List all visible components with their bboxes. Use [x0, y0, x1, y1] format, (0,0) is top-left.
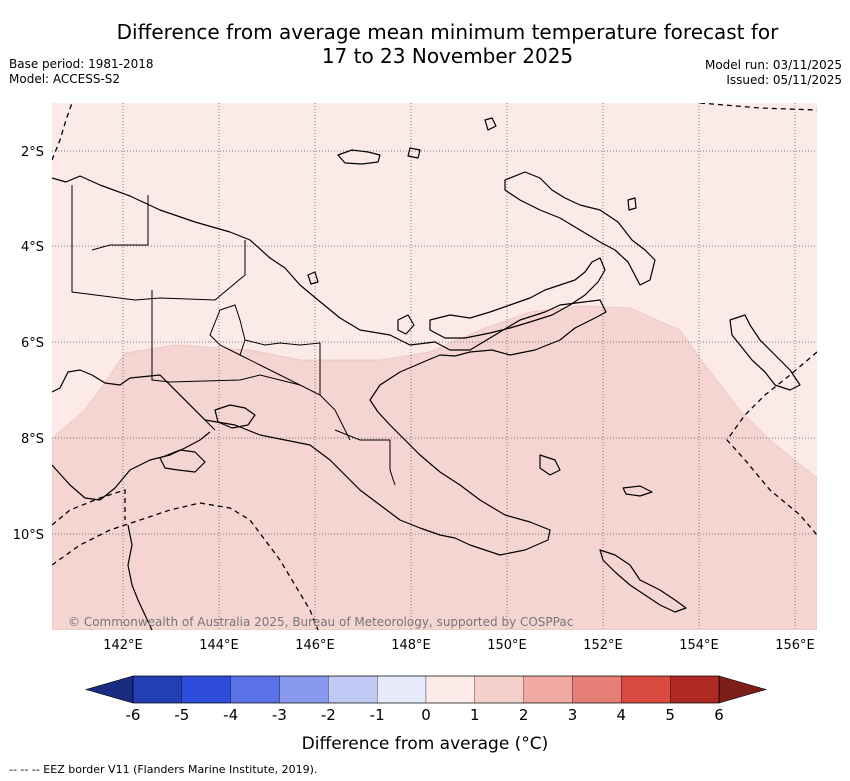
colorbar-tick-label: -1	[370, 706, 385, 724]
copyright-notice: © Commonwealth of Australia 2025, Bureau…	[68, 615, 573, 629]
colorbar-tick-label: 0	[421, 706, 431, 724]
morobe-border	[334, 429, 396, 486]
latitude-label: 10°S	[13, 528, 44, 543]
western-province-border	[169, 384, 216, 431]
colorbar-bin	[230, 675, 280, 704]
colorbar-tick-label: -2	[321, 706, 336, 724]
colorbar-bin	[181, 675, 231, 704]
issued-date: Issued: 05/11/2025	[726, 73, 842, 87]
latitude-label: 8°S	[21, 432, 44, 447]
woodlark-island	[622, 485, 653, 497]
new-britain	[504, 171, 656, 286]
eez-north-west	[52, 103, 73, 161]
longitude-label: 152°E	[583, 638, 623, 653]
new-ireland	[429, 257, 606, 339]
torres-strait-coast	[159, 449, 206, 473]
latitude-label: 4°S	[21, 240, 44, 255]
bougainville	[729, 314, 801, 391]
colorbar-label: Difference from average (°C)	[302, 734, 549, 754]
colorbar-tick-label: -4	[223, 706, 238, 724]
colorbar-bin	[328, 675, 378, 704]
eez-east	[726, 351, 817, 536]
colorbar-bin	[132, 675, 182, 704]
title-line-2: 17 to 23 November 2025	[321, 44, 574, 68]
colorbar-tick-label: -6	[126, 706, 141, 724]
model-name: Model: ACCESS-S2	[9, 72, 121, 86]
eez-south	[52, 502, 319, 630]
meta-right: Model run: 03/11/2025 Issued: 05/11/2025	[705, 58, 842, 88]
cape-york	[127, 524, 153, 630]
colorbar-bin	[425, 675, 475, 704]
eez-legend: -- -- -- EEZ border V11 (Flanders Marine…	[9, 763, 318, 776]
colorbar-bin	[670, 675, 720, 704]
longitude-label: 144°E	[199, 638, 239, 653]
colorbar-under-extension	[84, 675, 134, 704]
manus-island	[337, 149, 381, 165]
karkar-island	[307, 271, 319, 285]
lihir-island	[627, 197, 637, 211]
colorbar-tick-label: 2	[519, 706, 529, 724]
longitude-label: 154°E	[679, 638, 719, 653]
colorbar-tick-label: 6	[714, 706, 724, 724]
colorbar	[84, 675, 768, 704]
eez-torres-west	[52, 489, 126, 526]
colorbar-tick-label: -3	[272, 706, 287, 724]
colorbar-tick-label: 1	[470, 706, 480, 724]
longitude-label: 156°E	[775, 638, 815, 653]
highlands-border-2	[244, 339, 321, 395]
colorbar-bin	[621, 675, 671, 704]
eez-north-east	[699, 103, 817, 111]
umboi-island	[397, 314, 415, 335]
meta-left: Base period: 1981-2018 Model: ACCESS-S2	[9, 57, 154, 87]
colorbar-bin	[572, 675, 622, 704]
province-borders	[71, 185, 396, 486]
colorbar-tick-label: -5	[174, 706, 189, 724]
base-period: Base period: 1981-2018	[9, 57, 154, 71]
longitude-label: 150°E	[487, 638, 527, 653]
longitude-label: 146°E	[295, 638, 335, 653]
png-indonesia-border	[151, 290, 351, 441]
eez-borders	[52, 103, 817, 630]
map-title: Difference from average mean minimum tem…	[60, 20, 835, 68]
title-line-1: Difference from average mean minimum tem…	[116, 20, 779, 44]
highlands-border-1	[209, 304, 246, 356]
colorbar-bin	[523, 675, 573, 704]
colorbar-bin	[279, 675, 329, 704]
papua-inner-border	[91, 195, 149, 251]
longitude-label: 142°E	[103, 638, 143, 653]
colorbar-bin	[377, 675, 427, 704]
south-coast-west	[52, 431, 211, 501]
colorbar-tick-label: 4	[617, 706, 627, 724]
west-papua-border	[71, 185, 246, 301]
new-guinea-coast	[52, 175, 607, 556]
longitude-labels: 142°E 144°E 146°E 148°E 150°E 152°E 154°E 156°E	[103, 638, 815, 653]
fly-delta	[214, 404, 256, 429]
dentrecasteaux-islands	[539, 454, 561, 476]
longitude-label: 148°E	[391, 638, 431, 653]
latitude-label: 2°S	[21, 145, 44, 160]
colorbar-over-extension	[718, 675, 768, 704]
colorbar-tick-labels: -6 -5 -4 -3 -2 -1 0 1 2 3 4 5 6	[126, 706, 724, 724]
colorbar-tick-label: 5	[665, 706, 675, 724]
latitude-label: 6°S	[21, 336, 44, 351]
model-run: Model run: 03/11/2025	[704, 58, 842, 72]
louisiade-islands	[599, 549, 687, 613]
colorbar-tick-label: 3	[568, 706, 578, 724]
colorbar-bin	[474, 675, 524, 704]
daru-island	[484, 117, 497, 131]
mussau-island	[407, 147, 421, 159]
colorbar-frame	[132, 675, 720, 704]
coastlines	[52, 117, 801, 630]
latitude-labels: 2°S 4°S 6°S 8°S 10°S	[13, 145, 44, 543]
gulf-border	[239, 354, 301, 386]
